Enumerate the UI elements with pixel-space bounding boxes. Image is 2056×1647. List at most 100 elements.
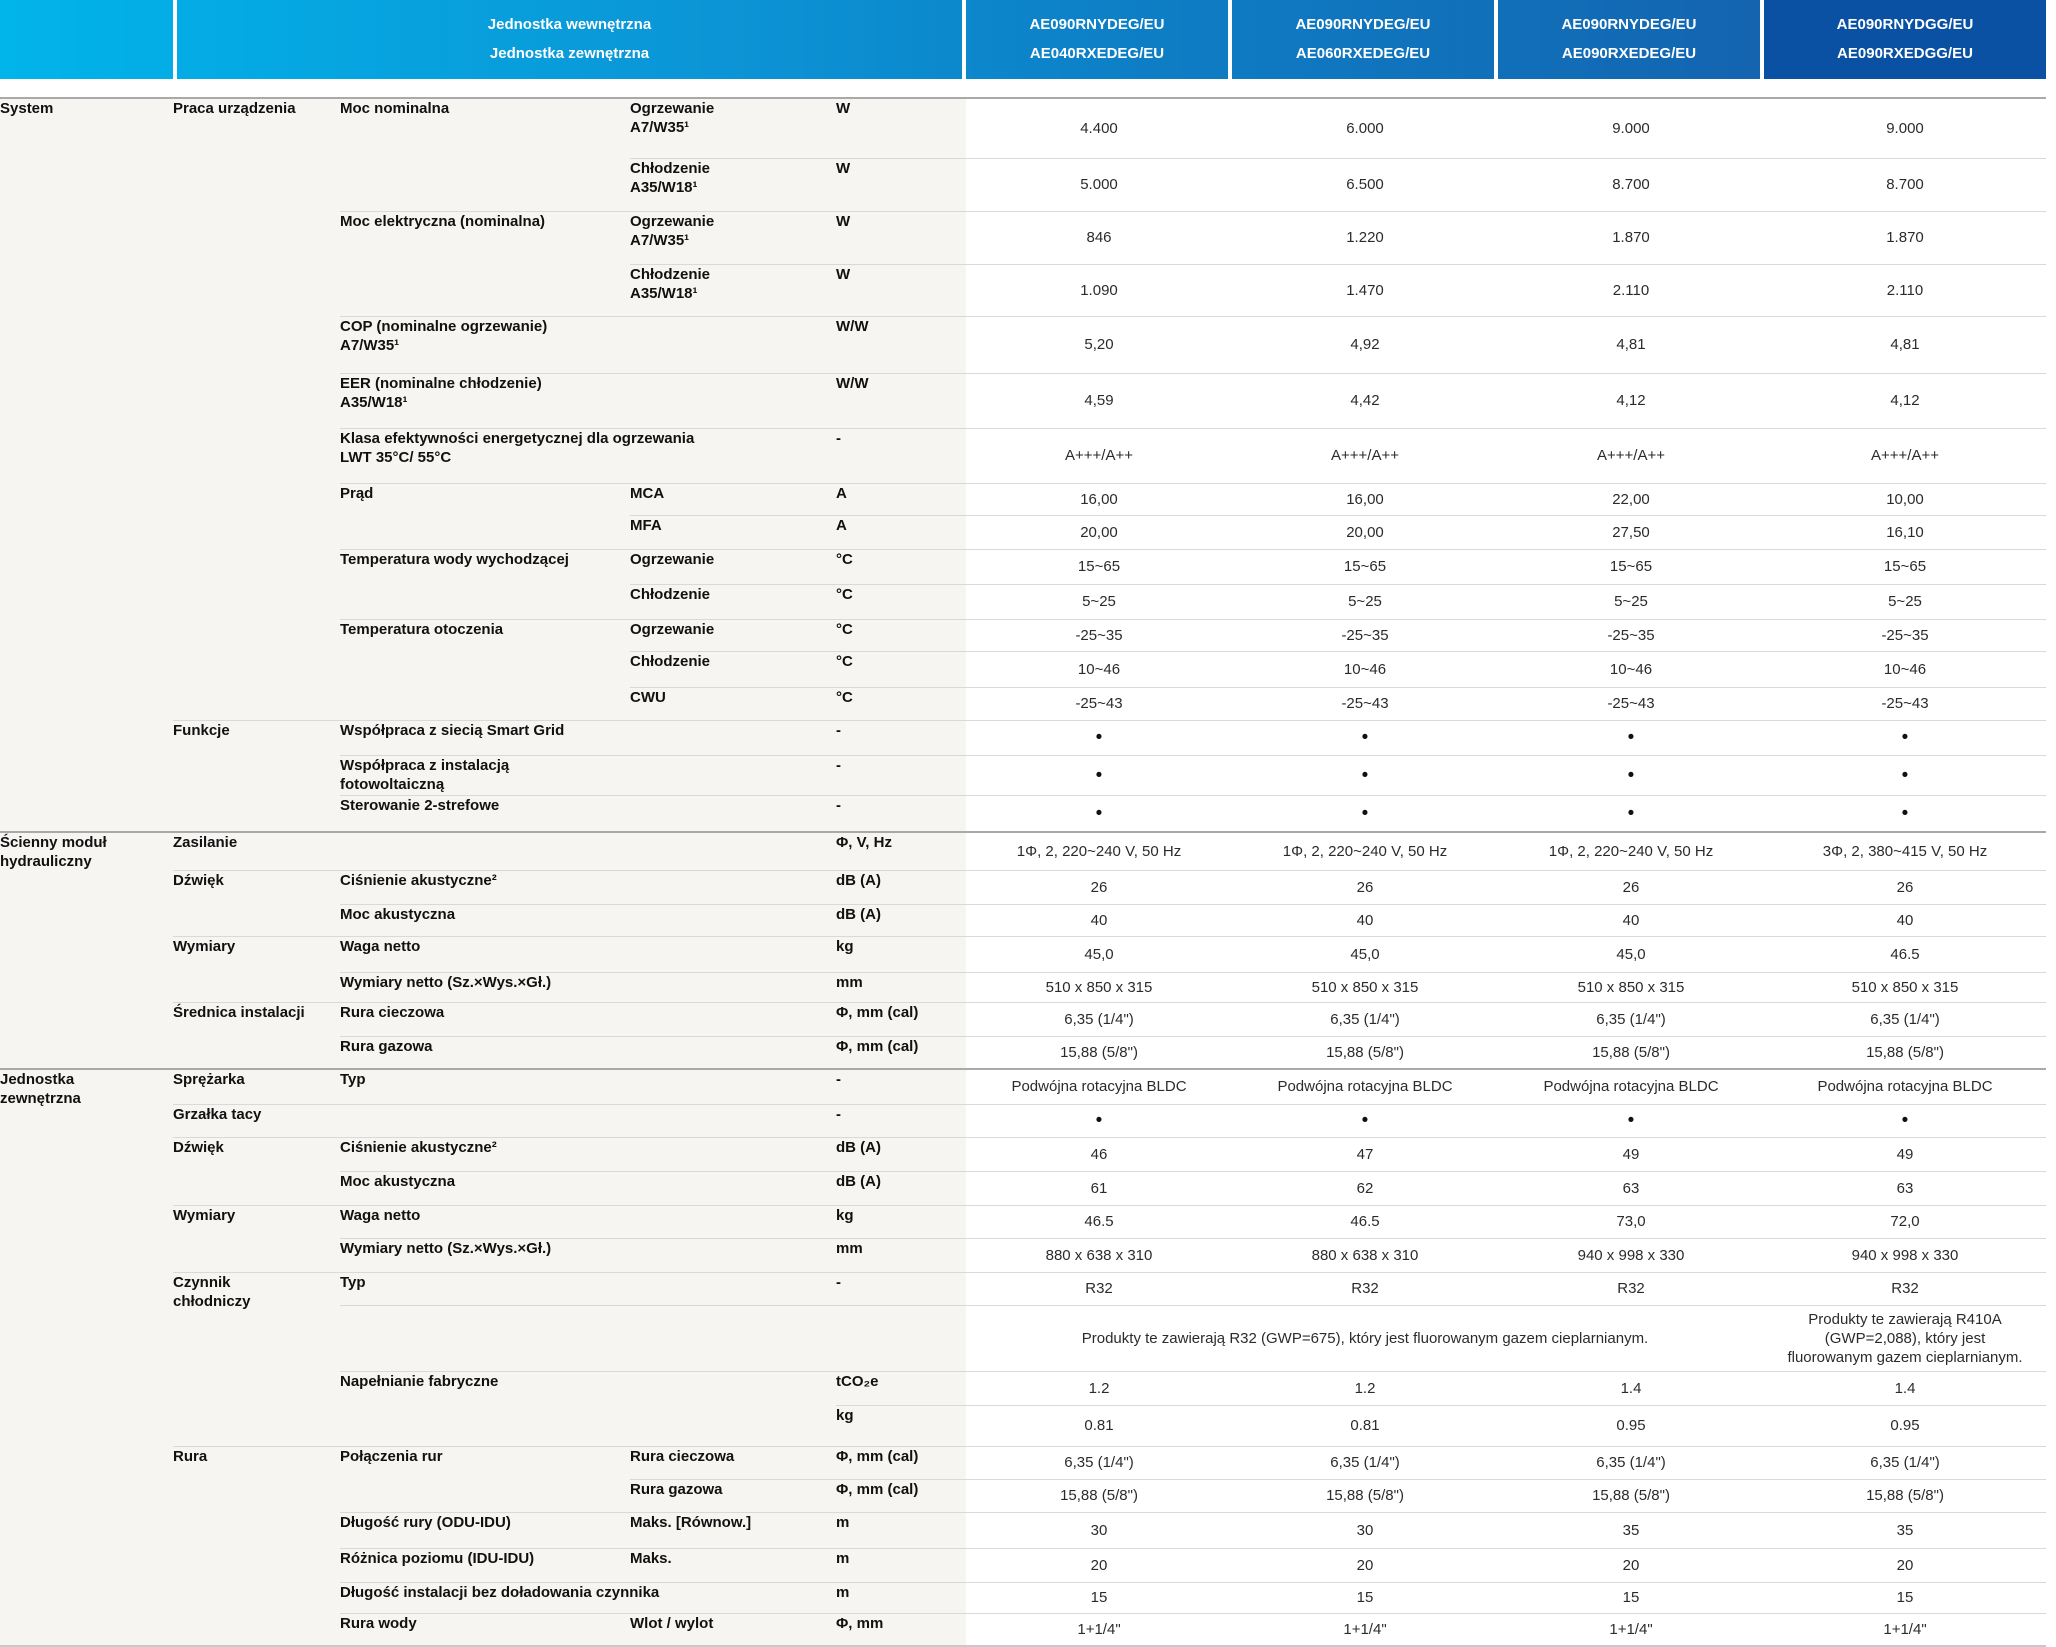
spec-label: - xyxy=(836,1271,966,1305)
spec-label: Dźwięk xyxy=(173,869,340,936)
spec-label: CWU xyxy=(630,686,836,720)
spec-value: 20,00 xyxy=(966,514,1232,549)
spec-value: 6,35 (1/4") xyxy=(1764,1445,2046,1479)
indoor-model: AE090RNYDEG/EU xyxy=(1295,16,1431,33)
spec-label: m xyxy=(836,1581,966,1613)
table-row: Funkcje Współpraca z siecią Smart Grid - • •… xyxy=(0,719,2046,832)
spec-label: °C xyxy=(836,583,966,619)
model-column-2: AE090RNYDEG/EU AE060RXEDEG/EU xyxy=(1232,0,1494,79)
spec-label: m xyxy=(836,1511,966,1548)
spec-value: 30 xyxy=(1232,1511,1498,1548)
spec-label: Wymiary xyxy=(173,935,340,1002)
spec-label: Wymiary netto (Sz.×Wys.×Gł.) xyxy=(340,971,836,1002)
spec-label: °C xyxy=(836,548,966,584)
spec-label: tCO₂e xyxy=(836,1370,966,1405)
spec-value: 1.2 xyxy=(1232,1370,1498,1405)
spec-value: 26 xyxy=(1498,869,1764,904)
spec-label: - xyxy=(836,794,966,832)
spec-value: 3Φ, 2, 380~415 V, 50 Hz xyxy=(1764,831,2046,870)
spec-value: 20 xyxy=(1498,1547,1764,1582)
table-row: Rura gazowa Φ, mm (cal) 15,88 (5/8") 15,88 … xyxy=(0,1478,2046,1512)
spec-label: A xyxy=(836,482,966,515)
spec-value: 1+1/4" xyxy=(1498,1612,1764,1646)
header-corner-block xyxy=(0,0,173,79)
table-row: Dźwięk Ciśnienie akustyczne² dB (A) 46 47 49 4… xyxy=(0,1136,2046,1205)
spec-value: 27,50 xyxy=(1498,514,1764,549)
spec-label: Waga netto xyxy=(340,1204,836,1238)
spec-value: -25~43 xyxy=(1764,686,2046,720)
spec-value: A+++/A++ xyxy=(1764,427,2046,483)
table-row: Temperatura otoczenia Ogrzewanie °C -25~35-… xyxy=(0,618,2046,720)
spec-label: Wlot / wylot xyxy=(630,1612,836,1646)
spec-value: Podwójna rotacyjna BLDC xyxy=(1498,1068,1764,1104)
spec-value: 30 xyxy=(966,1511,1232,1548)
spec-value: 15~65 xyxy=(966,548,1232,584)
spec-label: Zasilanie xyxy=(173,831,836,870)
spec-value: 6,35 (1/4") xyxy=(1232,1445,1498,1479)
refrigerant-note: Produkty te zawierają R32 (GWP=675), któ… xyxy=(966,1304,1764,1371)
spec-value: 46 xyxy=(966,1136,1232,1171)
table-row: Rura wody Wlot / wylot Φ, mm 1+1/4" 1+1/4" 1+… xyxy=(0,1612,2046,1646)
table-row: MFA A 20,00 20,00 27,50 16,10 xyxy=(0,514,2046,549)
feature-dot: • xyxy=(1498,794,1764,832)
table-row: Moc akustyczna dB (A) 61 62 63 63 xyxy=(0,1170,2046,1205)
spec-label: kg xyxy=(836,1404,966,1446)
spec-value: R32 xyxy=(1498,1271,1764,1305)
spec-label: Φ, V, Hz xyxy=(836,831,966,870)
spec-value: 4,12 xyxy=(1764,372,2046,428)
spec-value: 5~25 xyxy=(966,583,1232,619)
spec-value: 9.000 xyxy=(1764,97,2046,158)
spec-label: Ciśnienie akustyczne² xyxy=(340,869,836,904)
spec-value: 20 xyxy=(1232,1547,1498,1582)
table-row: Chłodzenie A35/W18¹ W 5.000 6.500 8.700 8.700 xyxy=(0,157,2046,211)
spec-label: - xyxy=(836,719,966,755)
model-column-1: AE090RNYDEG/EU AE040RXEDEG/EU xyxy=(966,0,1228,79)
table-row: Różnica poziomu (IDU-IDU) Maks. m 20 20 20 20 xyxy=(0,1547,2046,1582)
spec-value: 40 xyxy=(966,903,1232,936)
spec-label: - xyxy=(836,427,966,483)
spec-value: R32 xyxy=(1764,1271,2046,1305)
feature-dot: • xyxy=(1498,1103,1764,1137)
spec-value: 2.110 xyxy=(1764,263,2046,316)
outdoor-model: AE090RXEDGG/EU xyxy=(1837,45,1973,62)
spec-value: 1+1/4" xyxy=(1764,1612,2046,1646)
spec-value: 1+1/4" xyxy=(966,1612,1232,1646)
spec-value: A+++/A++ xyxy=(966,427,1232,483)
spec-label: Wymiary netto (Sz.×Wys.×Gł.) xyxy=(340,1237,836,1272)
spec-label: mm xyxy=(836,971,966,1002)
spec-value: 40 xyxy=(1232,903,1498,936)
spec-label: Maks. xyxy=(630,1547,836,1582)
spec-value: R32 xyxy=(966,1271,1232,1305)
feature-dot: • xyxy=(966,1103,1232,1137)
spec-label: Rura wody xyxy=(340,1612,630,1646)
spec-value: 49 xyxy=(1498,1136,1764,1171)
spec-value: 6,35 (1/4") xyxy=(1498,1445,1764,1479)
spec-value: 1Φ, 2, 220~240 V, 50 Hz xyxy=(1498,831,1764,870)
outdoor-model: AE040RXEDEG/EU xyxy=(1029,45,1165,62)
model-column-3: AE090RNYDEG/EU AE090RXEDEG/EU xyxy=(1498,0,1760,79)
spec-value: 0.95 xyxy=(1498,1404,1764,1446)
spec-label: Waga netto xyxy=(340,935,836,972)
spec-label: Temperatura otoczenia xyxy=(340,618,630,720)
spec-value: 40 xyxy=(1498,903,1764,936)
indoor-model: AE090RNYDEG/EU xyxy=(1561,16,1697,33)
outdoor-unit-label: Jednostka zewnętrzna xyxy=(489,45,650,62)
table-row: Chłodzenie °C 5~25 5~25 5~25 5~25 xyxy=(0,583,2046,619)
spec-value: 0.81 xyxy=(1232,1404,1498,1446)
spec-value: 10~46 xyxy=(966,650,1232,687)
spec-label: - xyxy=(836,754,966,795)
spec-label: m xyxy=(836,1547,966,1582)
spec-value: R32 xyxy=(1232,1271,1498,1305)
spec-value: 4.400 xyxy=(966,97,1232,158)
spec-value: 15~65 xyxy=(1764,548,2046,584)
table-row: Moc elektryczna (nominalna) Ogrzewanie A7… xyxy=(0,210,2046,316)
spec-label: Ciśnienie akustyczne² xyxy=(340,1136,836,1171)
spec-value: 63 xyxy=(1498,1170,1764,1205)
spec-value: 20,00 xyxy=(1232,514,1498,549)
spec-label: - xyxy=(836,1068,966,1104)
spec-label: W xyxy=(836,97,966,158)
table-row: Napełnianie fabryczne tCO₂e 1.2 1.2 1.4 1.4 xyxy=(0,1370,2046,1446)
spec-value: 5~25 xyxy=(1764,583,2046,619)
spec-value: 6,35 (1/4") xyxy=(966,1445,1232,1479)
table-row: System Praca urządzenia Moc nominalna Ogrze… xyxy=(0,97,2046,832)
